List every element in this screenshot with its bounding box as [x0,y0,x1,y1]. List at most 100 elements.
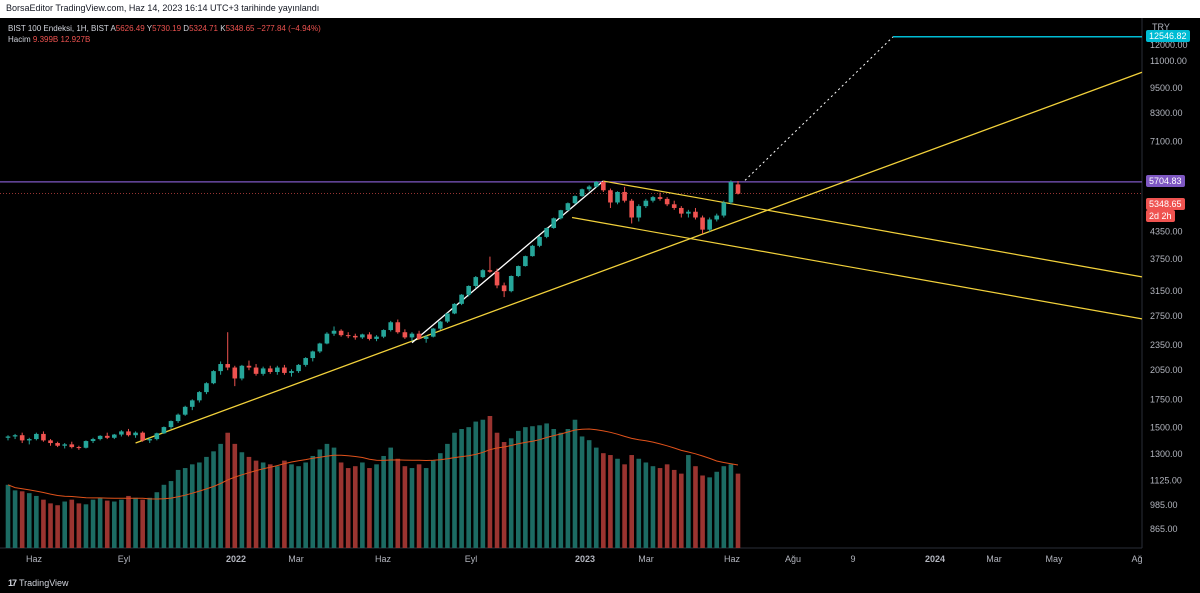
candle-body [487,270,493,272]
volume-bar [523,427,528,548]
candle-body [12,435,18,437]
volume-bar [275,466,280,548]
volume-bar [650,466,656,548]
countdown-badge: 2d 2h [1146,210,1175,222]
time-tick-label: Mar [288,554,304,564]
price-tick-label: 985.00 [1150,500,1178,510]
candle-body [615,191,620,203]
volume-bar [473,421,479,548]
volume-bar [5,484,11,548]
price-tick-label: 1125.00 [1150,476,1182,486]
footer: 17 TradingView [0,573,1200,593]
candle-body [735,184,741,194]
candle-body [714,215,720,220]
volume-bar [374,464,379,548]
candle-body [374,336,379,339]
candle-body [197,392,202,401]
volume-bar [735,473,741,548]
volume-bar [41,499,46,548]
volume-bar [69,499,75,548]
candle-body [76,447,82,449]
volume-bar [480,419,486,548]
time-tick-label: 2023 [575,554,595,564]
volume-bar [218,443,223,548]
volume-bar [76,503,82,548]
legend-symbol[interactable]: BIST 100 Endeksi, 1H, BIST [8,24,109,33]
publish-line: BorsaEditor TradingView.com, Haz 14, 202… [6,3,320,13]
volume-bar [225,432,231,548]
candle-body [551,218,557,228]
candle-body [331,330,337,334]
candle-body [523,256,528,267]
volume-bar [438,453,443,548]
volume-bar [253,460,259,548]
price-tick-label: 9500.00 [1150,83,1183,93]
candle-body [204,383,209,393]
volume-bar [721,466,727,548]
candle-body [62,444,68,446]
candle-body [402,332,408,338]
candle-body [289,371,294,373]
volume-label[interactable]: Hacim [8,35,31,44]
candle-body [189,400,195,407]
long-trendline [135,71,1143,444]
volume-bar [629,455,634,548]
time-tick-label: Mar [986,554,1002,564]
volume-bar [83,504,89,548]
price-tick-label: 1500.00 [1150,423,1183,433]
candle-body [707,219,712,230]
candle-body [317,343,323,352]
candle-body [473,277,479,286]
candle-body [26,439,32,441]
candle-body [147,439,153,441]
volume-bar [104,500,110,548]
impulse-line [411,180,604,344]
volume-bar [345,468,351,548]
volume-bar [558,432,564,548]
candle-body [239,365,245,379]
volume-bar [551,429,557,548]
volume-bar [664,464,670,548]
price-tick-label: 11000.00 [1150,56,1187,66]
candle-body [48,440,53,444]
volume-bar [714,471,720,548]
candle-body [55,443,60,446]
resistance-price-badge: 5704.83 [1146,174,1185,187]
legend-open: 5626.49 [115,24,145,33]
time-tick-label: Eyl [118,554,131,564]
tradingview-logo[interactable]: 17 TradingView [8,578,69,588]
candle-body [218,364,223,372]
volume-bar [62,501,68,548]
last-price-badge: 5348.65 [1146,198,1185,210]
candle-body [593,182,599,187]
volume-bar [593,447,599,548]
candle-body [686,211,691,214]
volume-bar [239,452,245,548]
candle-body [643,200,649,207]
volume-bar [19,491,25,548]
volume-bar [381,455,386,548]
volume-bar [197,462,202,548]
candle-body [282,367,287,373]
volume-bar [154,492,160,548]
candle-body [367,334,372,339]
time-tick-label: Ağu [785,554,801,564]
volume-bar [182,468,188,548]
volume-bar [494,432,500,548]
volume-value: 9.399B [32,35,59,44]
candle-body [537,236,542,246]
candle-body [466,285,471,295]
legend-close: 5348.65 [225,24,255,33]
candle-body [565,203,571,211]
volume-bar [678,473,684,548]
legend-open-label: A [110,24,116,33]
candle-body [126,431,131,436]
volume-bar [352,466,358,548]
volume-bar [147,497,153,548]
price-chart[interactable]: 865.00 985.00 1125.00 1300.00 1500.00 1750.00… [0,18,1200,573]
candle-body [19,435,25,441]
candle-body [69,444,75,448]
price-tick-label: 2350.00 [1150,340,1183,350]
candle-body [5,436,11,438]
volume-bar [402,466,408,548]
